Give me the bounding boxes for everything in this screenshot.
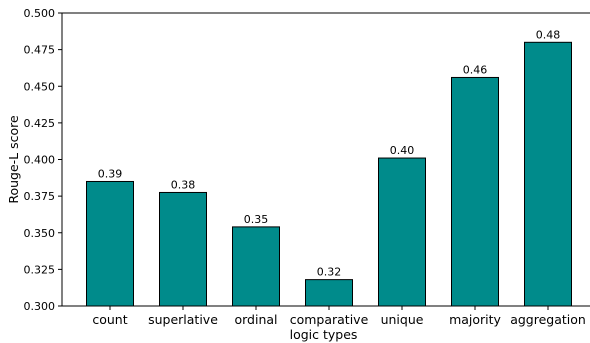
x-tick-label-unique: unique	[381, 312, 424, 327]
y-tick-label-0.350: 0.350	[24, 227, 56, 240]
x-tick-label-count: count	[92, 312, 127, 327]
y-axis-label: Rouge-L score	[6, 115, 21, 204]
y-tick-label-0.425: 0.425	[24, 117, 56, 130]
bars-layer	[86, 41, 572, 307]
y-tick-label-0.500: 0.500	[24, 7, 56, 20]
data-label-ordinal: 0.35	[244, 213, 269, 226]
data-label-count: 0.39	[98, 167, 123, 180]
y-tick-label-0.475: 0.475	[24, 44, 56, 57]
bar-superlative	[159, 191, 207, 307]
bar-aggregation	[524, 41, 572, 307]
data-label-majority: 0.46	[463, 63, 488, 76]
bar-majority	[451, 76, 499, 307]
bar-unique	[378, 157, 426, 307]
x-tick-label-superlative: superlative	[148, 312, 218, 327]
data-label-comparative: 0.32	[317, 266, 342, 279]
y-tick-label-0.325: 0.325	[24, 263, 56, 276]
x-axis-label: logic types	[290, 327, 358, 342]
y-axis: 0.300 0.325 0.350 0.375 0.400 0.425 0.450 0.475…	[24, 7, 62, 313]
bar-count	[86, 180, 134, 307]
y-tick-label-0.450: 0.450	[24, 80, 56, 93]
x-axis: count superlative ordinal comparative unique…	[92, 306, 586, 327]
bar-ordinal	[232, 226, 280, 307]
y-tick-label-0.300: 0.300	[24, 300, 56, 313]
x-tick-label-majority: majority	[449, 312, 501, 327]
y-tick-label-0.400: 0.400	[24, 154, 56, 167]
data-label-aggregation: 0.48	[536, 28, 561, 41]
bar-comparative	[305, 279, 353, 307]
data-labels-layer: 0.39 0.38 0.35 0.32 0.40 0.46 0.48	[98, 28, 561, 278]
plot-frame	[61, 12, 590, 307]
x-tick-label-comparative: comparative	[290, 312, 369, 327]
data-label-unique: 0.40	[390, 144, 415, 157]
x-tick-label-aggregation: aggregation	[510, 312, 586, 327]
y-tick-label-0.375: 0.375	[24, 190, 56, 203]
x-tick-label-ordinal: ordinal	[234, 312, 277, 327]
data-label-superlative: 0.38	[171, 178, 196, 191]
